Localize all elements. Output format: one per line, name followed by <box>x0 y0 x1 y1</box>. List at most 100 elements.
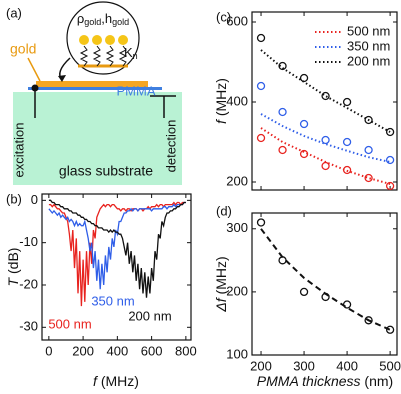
x-tick-label: 600 <box>141 343 163 358</box>
substrate-label: glass substrate <box>59 163 153 179</box>
stiffness-label: Kn <box>124 45 138 61</box>
y-tick-label: -10 <box>19 234 38 249</box>
point <box>342 300 352 309</box>
fit-line <box>260 113 391 163</box>
point <box>364 316 373 325</box>
axis-unit: (MHz) <box>97 373 139 389</box>
series-label: 200 nm <box>128 308 171 323</box>
symbol: h <box>105 11 112 26</box>
pmma-layer <box>28 87 162 90</box>
y-tick-label: 200 <box>226 283 248 298</box>
detection-label: detection <box>163 120 178 173</box>
y-tick-label: -20 <box>19 276 38 291</box>
point <box>385 127 395 137</box>
axis-symbol: f <box>213 118 229 124</box>
separator: , <box>101 11 105 26</box>
y-tick-label: 400 <box>226 93 248 108</box>
chart: (b) 0 200 400 600 800 0 -10 -20 -30 T (dB) f (MHz) 5… <box>5 191 197 388</box>
series-label: 500 nm <box>48 316 91 331</box>
point <box>299 119 309 129</box>
symbol: ρ <box>77 11 84 26</box>
series-label: 350 nm <box>91 293 134 308</box>
point <box>321 91 330 101</box>
point <box>299 287 309 297</box>
point <box>299 149 309 159</box>
point <box>342 165 352 175</box>
springs <box>79 45 128 67</box>
point <box>342 97 352 107</box>
y-tick-label: -30 <box>19 319 38 334</box>
pmma-label: PMMA <box>117 83 156 98</box>
fit-line <box>260 49 391 133</box>
axis-symbol: f <box>93 373 99 389</box>
line <box>48 201 186 307</box>
point <box>364 115 373 125</box>
x-tick-label: 200 <box>72 343 94 358</box>
subscript: gold <box>84 17 101 27</box>
panel-a: (a) excitation detection glass substrate… <box>6 1 182 185</box>
y-tick-label: 300 <box>226 220 248 235</box>
plot-frame <box>41 193 192 341</box>
line <box>48 201 186 290</box>
x-tick-label: 400 <box>336 358 358 373</box>
gold-label: gold <box>10 41 36 57</box>
gold-layer <box>36 81 148 87</box>
point <box>342 137 352 147</box>
point <box>299 73 309 83</box>
legend-label: 350 nm <box>347 38 390 53</box>
axis-unit: (nm) <box>361 373 394 389</box>
x-tick-label: 500 <box>379 358 401 373</box>
axis-symbol: PMMA thickness <box>257 373 361 389</box>
symbol: K <box>124 45 133 60</box>
axis-symbol: Δf <box>213 296 229 312</box>
ball <box>105 35 115 45</box>
x-tick-label: 200 <box>250 358 272 373</box>
x-tick-label: 800 <box>175 343 197 358</box>
y-tick-label: 100 <box>226 346 248 361</box>
y-axis-label: Δf (MHz) <box>213 256 229 312</box>
panel-label: (b) <box>6 191 22 206</box>
y-tick-label: 200 <box>226 173 248 188</box>
x-tick-label: 300 <box>293 358 315 373</box>
ball <box>92 35 102 45</box>
plot-frame <box>251 11 398 191</box>
subscript: n <box>133 51 138 61</box>
x-tick-label: 400 <box>107 343 129 358</box>
axis-unit: (MHz) <box>213 78 229 120</box>
point <box>256 81 266 91</box>
point <box>364 173 373 183</box>
point <box>278 145 287 155</box>
plot-frame <box>251 212 398 356</box>
point <box>278 107 287 117</box>
fit-line <box>260 228 391 331</box>
panel-label: (d) <box>216 203 232 218</box>
point <box>364 145 373 155</box>
y-tick-label: 600 <box>226 13 248 28</box>
ball <box>118 35 128 45</box>
arrowhead <box>58 75 66 82</box>
legend-label: 200 nm <box>347 53 390 68</box>
point <box>278 256 287 265</box>
y-tick-label: 0 <box>31 192 38 207</box>
zoom-bubble <box>66 1 140 75</box>
molecules <box>78 35 128 68</box>
point <box>321 135 330 145</box>
axis-symbol: T <box>5 276 21 286</box>
panel-label: (a) <box>6 5 22 20</box>
point <box>256 133 266 143</box>
point <box>385 181 395 191</box>
axis-unit: (dB) <box>5 248 21 278</box>
subscript: gold <box>112 17 129 27</box>
excitation-label: excitation <box>11 123 26 178</box>
ball <box>79 35 89 45</box>
params-label: ρgold,hgold <box>77 11 129 27</box>
x-tick-label: 0 <box>45 343 52 358</box>
axis-unit: (MHz) <box>213 256 229 298</box>
point <box>256 218 266 227</box>
point <box>385 155 395 165</box>
point <box>278 61 287 71</box>
substrate <box>13 92 182 185</box>
